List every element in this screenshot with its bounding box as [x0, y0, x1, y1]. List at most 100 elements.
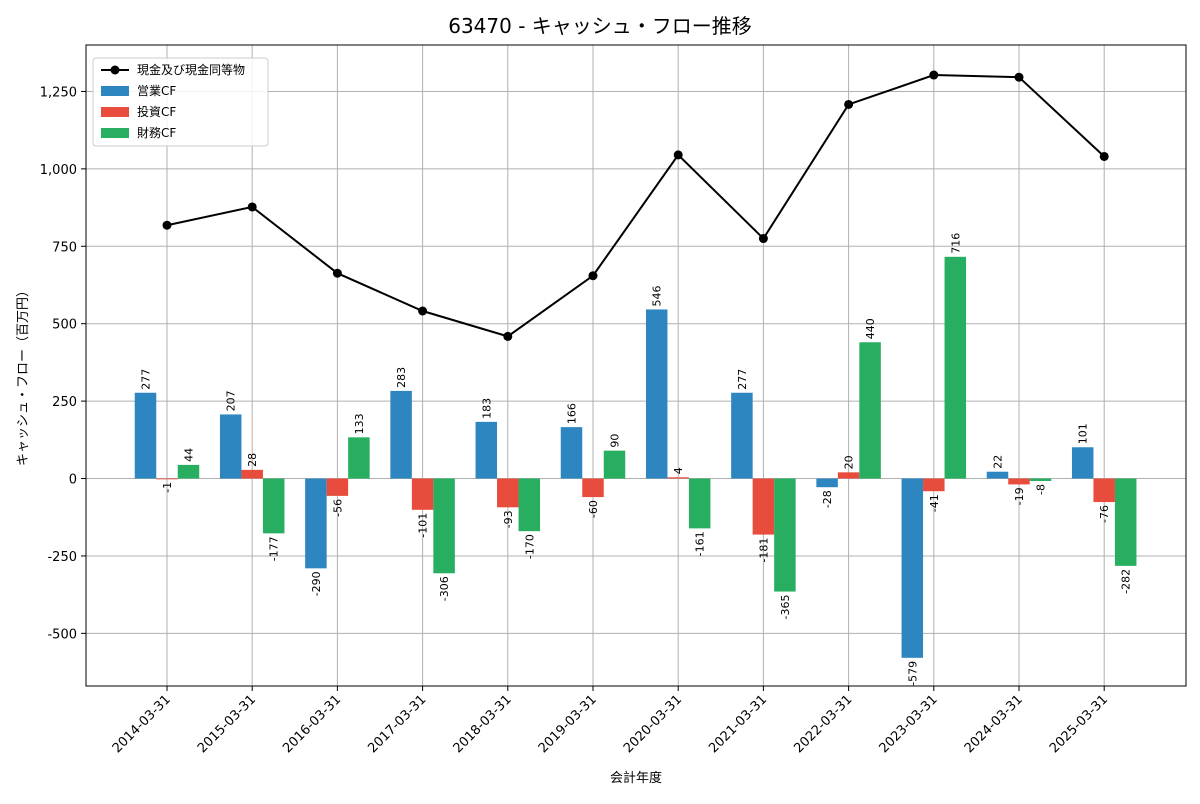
y-tick-label: 1,250: [40, 85, 77, 100]
bar-value-label: -101: [417, 513, 430, 538]
bar-value-label: -8: [1035, 484, 1048, 495]
chart-title: 63470 - キャッシュ・フロー推移: [448, 14, 752, 38]
y-tick-label: 1,000: [40, 163, 77, 178]
bar-財務CF: [603, 450, 626, 479]
legend-line-marker: [110, 65, 120, 75]
y-tick-label: 500: [52, 318, 77, 333]
legend-label: 投資CF: [137, 104, 176, 119]
bar-value-label: -28: [821, 490, 834, 508]
cash-point: [844, 99, 854, 109]
legend-label: 現金及び現金同等物: [137, 62, 245, 77]
cash-point: [332, 268, 342, 278]
bar-投資CF: [1093, 478, 1115, 503]
bar-value-label: 546: [651, 285, 664, 306]
bar-投資CF: [156, 478, 178, 480]
cash-point: [758, 234, 768, 244]
y-tick-label: 250: [52, 395, 77, 410]
bar-value-label: -76: [1098, 505, 1111, 523]
bar-営業CF: [1071, 447, 1094, 479]
legend-label: 財務CF: [137, 125, 176, 140]
y-tick-label: 750: [52, 240, 77, 255]
bar-財務CF: [859, 342, 881, 479]
bar-投資CF: [582, 478, 604, 498]
legend-label: 営業CF: [137, 84, 176, 98]
bar-value-label: 28: [246, 453, 259, 467]
bar-value-label: 22: [992, 455, 1005, 469]
bar-value-label: 20: [843, 455, 856, 469]
bar-value-label: -365: [779, 595, 792, 620]
bar-value-label: -579: [906, 661, 919, 686]
bar-value-label: -1: [161, 482, 174, 493]
bar-value-label: 101: [1077, 423, 1090, 444]
bar-財務CF: [348, 437, 370, 479]
cash-point: [673, 150, 683, 160]
bar-財務CF: [1114, 478, 1137, 566]
bar-value-label: 283: [395, 367, 408, 388]
bar-財務CF: [177, 464, 200, 479]
bar-value-label: -60: [587, 500, 600, 518]
bar-営業CF: [134, 392, 157, 479]
bar-value-label: 716: [949, 233, 962, 254]
legend-bar-swatch: [101, 128, 129, 138]
bar-財務CF: [774, 478, 796, 592]
bar-投資CF: [923, 478, 945, 492]
y-axis-label: キャッシュ・フロー（百万円）: [16, 284, 31, 466]
bar-value-label: -306: [438, 576, 451, 601]
bar-value-label: -161: [694, 531, 707, 556]
bar-財務CF: [1029, 478, 1052, 482]
bar-投資CF: [752, 478, 775, 535]
bar-value-label: -177: [268, 536, 281, 561]
bar-投資CF: [1008, 478, 1030, 485]
bar-営業CF: [560, 427, 583, 479]
y-tick-label: 0: [69, 473, 77, 488]
bar-投資CF: [837, 472, 860, 479]
bar-value-label: -41: [928, 494, 941, 512]
bar-財務CF: [518, 478, 541, 532]
bar-財務CF: [688, 478, 711, 529]
bar-投資CF: [241, 469, 263, 479]
plot-frame: [85, 44, 1187, 687]
bar-営業CF: [475, 421, 498, 479]
bar-投資CF: [667, 477, 689, 479]
legend-bar-swatch: [101, 107, 129, 117]
legend-bar-swatch: [101, 86, 129, 96]
bar-value-label: 133: [353, 413, 366, 434]
bar-投資CF: [411, 478, 434, 510]
bar-value-label: -170: [523, 534, 536, 559]
bar-value-label: 277: [736, 369, 749, 390]
bar-営業CF: [816, 478, 838, 488]
y-tick-label: -500: [47, 627, 77, 642]
cash-point: [162, 220, 172, 230]
cash-line: [166, 74, 1105, 338]
bar-value-label: 4: [672, 467, 685, 474]
bar-value-label: 90: [609, 434, 622, 448]
cash-point: [588, 271, 598, 281]
bar-営業CF: [731, 392, 753, 479]
cash-point: [1014, 72, 1024, 82]
bar-営業CF: [645, 309, 668, 479]
bar-value-label: -93: [502, 510, 515, 528]
y-tick-label: -250: [47, 550, 77, 565]
bar-投資CF: [497, 478, 519, 508]
bar-value-label: 440: [864, 318, 877, 339]
x-axis-label: 会計年度: [610, 770, 662, 786]
cash-point: [247, 202, 257, 212]
bar-財務CF: [433, 478, 455, 574]
bar-投資CF: [326, 478, 349, 496]
bar-value-label: -56: [331, 499, 344, 517]
bar-value-label: 183: [480, 398, 493, 419]
bar-営業CF: [901, 478, 924, 658]
bar-営業CF: [986, 471, 1009, 479]
bar-value-label: -290: [310, 571, 323, 596]
bar-value-label: -181: [757, 538, 770, 563]
bar-営業CF: [219, 414, 242, 479]
bar-value-label: 277: [140, 369, 153, 390]
bar-財務CF: [262, 478, 285, 534]
bar-value-label: -19: [1013, 487, 1026, 505]
bar-value-label: -282: [1120, 569, 1133, 594]
bar-営業CF: [305, 478, 327, 569]
legend-box: [92, 57, 269, 147]
cash-point: [418, 306, 428, 316]
